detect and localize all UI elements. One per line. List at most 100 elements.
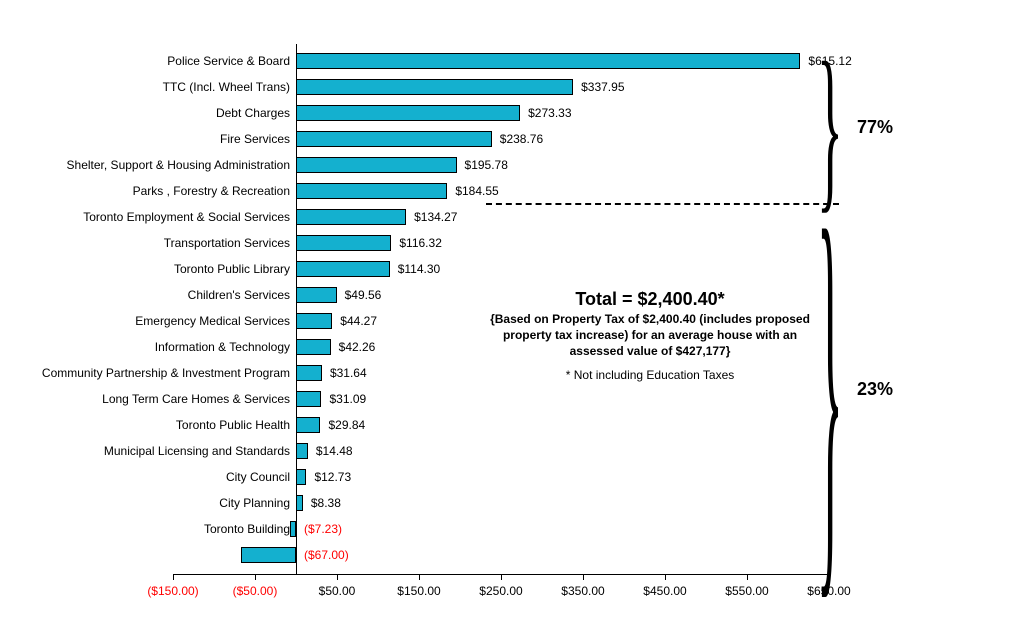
category-label: Community Partnership & Investment Progr…	[20, 366, 290, 380]
bar	[296, 443, 308, 459]
x-tick-label: $150.00	[389, 584, 449, 598]
bar	[296, 417, 320, 433]
total-annotation: Total = $2,400.40* {Based on Property Tax…	[460, 289, 840, 382]
brace-icon: }	[817, 166, 843, 611]
bar	[296, 365, 322, 381]
bar	[296, 313, 332, 329]
chart-row: Parks , Forestry & Recreation $184.55	[20, 180, 999, 202]
bar	[296, 339, 331, 355]
chart-row: Shelter, Support & Housing Administratio…	[20, 154, 999, 176]
category-label: Transportation Services	[20, 236, 290, 250]
x-tick	[255, 574, 256, 580]
value-label: $337.95	[581, 80, 624, 94]
chart-row: Transportation Services $116.32	[20, 232, 999, 254]
bar	[296, 391, 321, 407]
chart-row: Long Term Care Homes & Services $31.09	[20, 388, 999, 410]
category-label: Toronto Public Library	[20, 262, 290, 276]
category-label: Municipal Licensing and Standards	[20, 444, 290, 458]
bar	[296, 495, 303, 511]
chart-row: Toronto Building ($7.23)	[20, 518, 999, 540]
property-tax-chart: Police Service & Board$615.12 TTC (Incl. …	[20, 20, 999, 596]
value-label: ($67.00)	[304, 548, 349, 562]
bar	[296, 105, 520, 121]
value-label: $14.48	[316, 444, 353, 458]
chart-row: Toronto Public Library $114.30	[20, 258, 999, 280]
category-label: Toronto Employment & Social Services	[20, 210, 290, 224]
x-tick	[747, 574, 748, 580]
x-tick-label: $450.00	[635, 584, 695, 598]
group-divider	[486, 203, 839, 205]
value-label: $29.84	[328, 418, 365, 432]
category-label: Information & Technology	[20, 340, 290, 354]
chart-row: Fire Services $238.76	[20, 128, 999, 150]
value-label: $31.64	[330, 366, 367, 380]
total-line: {Based on Property Tax of $2,400.40 (inc…	[460, 312, 840, 326]
total-title: Total = $2,400.40*	[460, 289, 840, 310]
bar	[296, 261, 390, 277]
category-label: Long Term Care Homes & Services	[20, 392, 290, 406]
category-label: Police Service & Board	[20, 54, 290, 68]
value-label: ($7.23)	[304, 522, 342, 536]
value-label: $195.78	[465, 158, 508, 172]
bar	[241, 547, 296, 563]
category-label: Fire Services	[20, 132, 290, 146]
total-footnote: * Not including Education Taxes	[460, 368, 840, 382]
value-label: $12.73	[314, 470, 351, 484]
bar	[296, 183, 447, 199]
category-label: Shelter, Support & Housing Administratio…	[20, 158, 290, 172]
value-label: $134.27	[414, 210, 457, 224]
chart-row: City Council $12.73	[20, 466, 999, 488]
chart-row: Police Service & Board$615.12	[20, 50, 999, 72]
x-tick-label: ($50.00)	[225, 584, 285, 598]
chart-row: Toronto Employment & Social Services $134…	[20, 206, 999, 228]
total-line: property tax increase) for an average ho…	[460, 328, 840, 342]
value-label: $42.26	[339, 340, 376, 354]
x-tick	[337, 574, 338, 580]
category-label: Children's Services	[20, 288, 290, 302]
category-label: Debt Charges	[20, 106, 290, 120]
chart-row: Debt Charges $273.33	[20, 102, 999, 124]
value-label: $8.38	[311, 496, 341, 510]
category-label: City Council	[20, 470, 290, 484]
value-label: $44.27	[340, 314, 377, 328]
group-percent: 23%	[857, 379, 893, 400]
x-tick	[501, 574, 502, 580]
value-label: $184.55	[455, 184, 498, 198]
total-line: assessed value of $427,177}	[460, 344, 840, 358]
y-axis	[296, 44, 297, 574]
chart-row: City Planning $8.38	[20, 492, 999, 514]
category-label: Toronto Building	[20, 522, 290, 536]
x-tick-label: ($150.00)	[143, 584, 203, 598]
x-tick	[419, 574, 420, 580]
bar	[296, 131, 492, 147]
group-percent: 77%	[857, 117, 893, 138]
chart-row: Municipal Licensing and Standards $14.48	[20, 440, 999, 462]
x-tick	[583, 574, 584, 580]
category-label: Toronto Public Health	[20, 418, 290, 432]
x-tick-label: $550.00	[717, 584, 777, 598]
bar	[296, 53, 800, 69]
category-label: TTC (Incl. Wheel Trans)	[20, 80, 290, 94]
x-tick	[665, 574, 666, 580]
value-label: $273.33	[528, 106, 571, 120]
category-label: City Planning	[20, 496, 290, 510]
value-label: $116.32	[399, 236, 442, 250]
category-label: Parks , Forestry & Recreation	[20, 184, 290, 198]
bar	[296, 287, 337, 303]
x-tick-label: $50.00	[307, 584, 367, 598]
bar	[296, 157, 457, 173]
category-label: Emergency Medical Services	[20, 314, 290, 328]
value-label: $49.56	[345, 288, 382, 302]
bar	[296, 235, 391, 251]
chart-row: TTC (Incl. Wheel Trans) $337.95	[20, 76, 999, 98]
value-label: $114.30	[398, 262, 441, 276]
value-label: $31.09	[329, 392, 366, 406]
x-tick-label: $250.00	[471, 584, 531, 598]
chart-row: Other*($67.00)	[20, 544, 999, 566]
bar	[296, 469, 306, 485]
x-tick	[173, 574, 174, 580]
x-tick-label: $350.00	[553, 584, 613, 598]
value-label: $238.76	[500, 132, 543, 146]
bar	[296, 79, 573, 95]
plot-area: Police Service & Board$615.12 TTC (Incl. …	[20, 20, 999, 596]
